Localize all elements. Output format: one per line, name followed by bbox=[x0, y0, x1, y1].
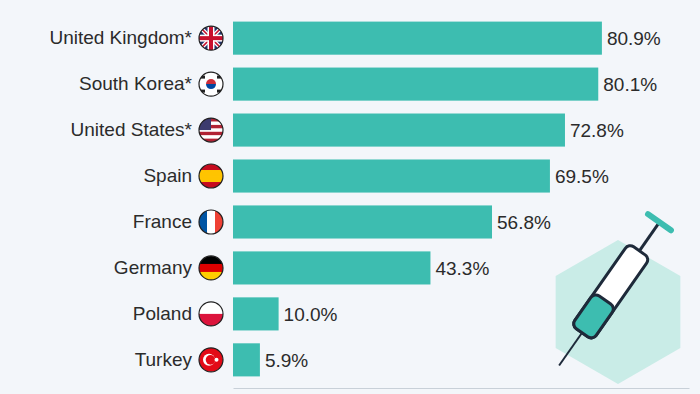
flag-body bbox=[199, 302, 223, 327]
syringe-needle bbox=[559, 333, 582, 366]
data-label: 69.5% bbox=[555, 166, 609, 187]
category-label: United States* bbox=[71, 119, 193, 140]
flag-part bbox=[207, 210, 216, 234]
flag-body bbox=[199, 210, 224, 234]
background bbox=[0, 0, 700, 394]
flag-part bbox=[199, 314, 223, 327]
syringe-barrel bbox=[571, 243, 650, 340]
flag-outline bbox=[199, 256, 223, 280]
flag-outline bbox=[199, 118, 223, 142]
flag-part bbox=[203, 354, 215, 366]
flag-part bbox=[199, 26, 223, 50]
flag bbox=[199, 164, 223, 189]
bar bbox=[233, 297, 279, 330]
bar bbox=[233, 343, 260, 376]
flag-part bbox=[206, 79, 216, 84]
category-label: United Kingdom* bbox=[49, 27, 192, 48]
bars bbox=[233, 22, 602, 377]
decoration bbox=[548, 214, 681, 384]
flag-outline bbox=[199, 348, 223, 372]
flag-body bbox=[199, 164, 223, 189]
bar bbox=[233, 68, 598, 101]
bar bbox=[233, 251, 430, 284]
data-label: 80.9% bbox=[607, 28, 661, 49]
category-label: South Korea* bbox=[79, 73, 193, 94]
data-label: 80.1% bbox=[603, 74, 657, 95]
flag-part bbox=[199, 26, 223, 50]
flag-body bbox=[199, 118, 223, 143]
flag bbox=[199, 210, 224, 234]
flag-part bbox=[199, 170, 223, 177]
flag-outline bbox=[199, 210, 223, 234]
flag-body bbox=[199, 348, 223, 372]
syringe-handle bbox=[648, 214, 671, 230]
y-axis: United Kingdom* South Korea* United States… bbox=[49, 27, 233, 370]
data-labels: 80.9% 80.1% 72.8% 69.5% 56.8% 43.3% 10.0% 5.9% bbox=[265, 28, 661, 371]
syringe bbox=[548, 214, 671, 373]
flag-body bbox=[199, 72, 223, 96]
flag bbox=[199, 26, 223, 50]
x-axis bbox=[234, 388, 690, 389]
flag-outline bbox=[199, 302, 223, 326]
flag-part bbox=[206, 84, 216, 89]
flag-part bbox=[199, 348, 223, 372]
data-label: 56.8% bbox=[497, 212, 551, 233]
flag-part bbox=[199, 36, 223, 40]
flag-outline bbox=[199, 164, 223, 188]
flag-part bbox=[199, 176, 223, 183]
category-label: Spain bbox=[143, 165, 192, 186]
category-label: Turkey bbox=[135, 349, 193, 370]
flag bbox=[199, 348, 223, 372]
flag-part bbox=[199, 26, 223, 50]
bar bbox=[233, 205, 492, 238]
flag bbox=[199, 256, 223, 281]
flag-part bbox=[215, 358, 219, 362]
flag bbox=[199, 302, 223, 327]
bar bbox=[233, 114, 565, 147]
syringe-plunger bbox=[639, 222, 659, 251]
flag-part bbox=[199, 132, 223, 136]
flag-part bbox=[199, 26, 223, 50]
flag-part bbox=[206, 355, 216, 365]
chart: United Kingdom* South Korea* United States… bbox=[0, 0, 700, 394]
category-label: France bbox=[133, 211, 192, 232]
data-label: 72.8% bbox=[570, 120, 624, 141]
syringe-fluid bbox=[571, 293, 615, 341]
category-label: Poland bbox=[133, 303, 192, 324]
data-label: 5.9% bbox=[265, 350, 308, 371]
hexagon bbox=[556, 240, 681, 384]
flag-body bbox=[199, 256, 223, 281]
data-label: 43.3% bbox=[435, 258, 489, 279]
flag-body bbox=[199, 26, 223, 50]
bar bbox=[233, 159, 550, 192]
flag-part bbox=[199, 72, 223, 96]
x-axis-line bbox=[234, 388, 690, 389]
flags bbox=[199, 26, 224, 372]
flag bbox=[199, 118, 223, 143]
flag-part bbox=[199, 302, 223, 315]
flag-part bbox=[199, 264, 223, 273]
flag-outline bbox=[199, 72, 223, 96]
data-label: 10.0% bbox=[284, 304, 338, 325]
flag bbox=[199, 72, 223, 96]
flag-part bbox=[199, 26, 223, 50]
bar bbox=[233, 22, 602, 55]
category-label: Germany bbox=[114, 257, 193, 278]
flag-outline bbox=[199, 26, 223, 50]
